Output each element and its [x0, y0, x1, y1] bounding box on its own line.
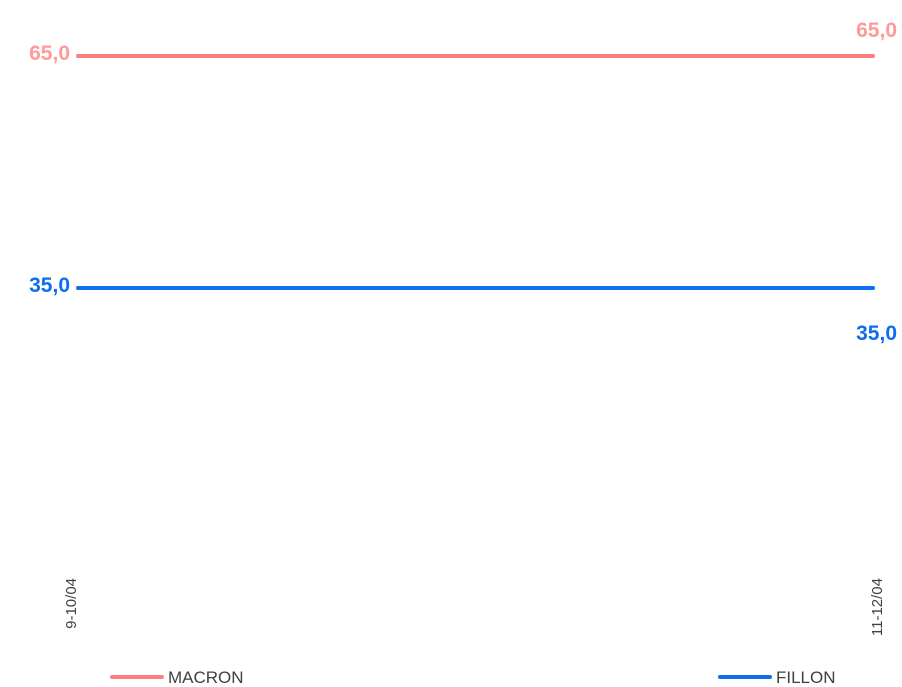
data-labels: 65,0 65,0 35,0 35,0 [29, 19, 897, 345]
data-label-fillon-1: 35,0 [856, 322, 897, 345]
x-tick-label: 11-12/04 [869, 578, 886, 636]
legend-label-macron: MACRON [168, 668, 244, 687]
data-label-fillon-0: 35,0 [29, 274, 70, 297]
data-label-macron-0: 65,0 [29, 42, 70, 65]
series-lines [76, 54, 875, 290]
x-axis-ticks: 9-10/04 11-12/04 [63, 578, 886, 636]
data-label-macron-1: 65,0 [856, 19, 897, 42]
legend-label-fillon: FILLON [776, 668, 836, 687]
x-tick-label: 9-10/04 [63, 578, 80, 629]
legend: MACRON FILLON [110, 668, 836, 687]
